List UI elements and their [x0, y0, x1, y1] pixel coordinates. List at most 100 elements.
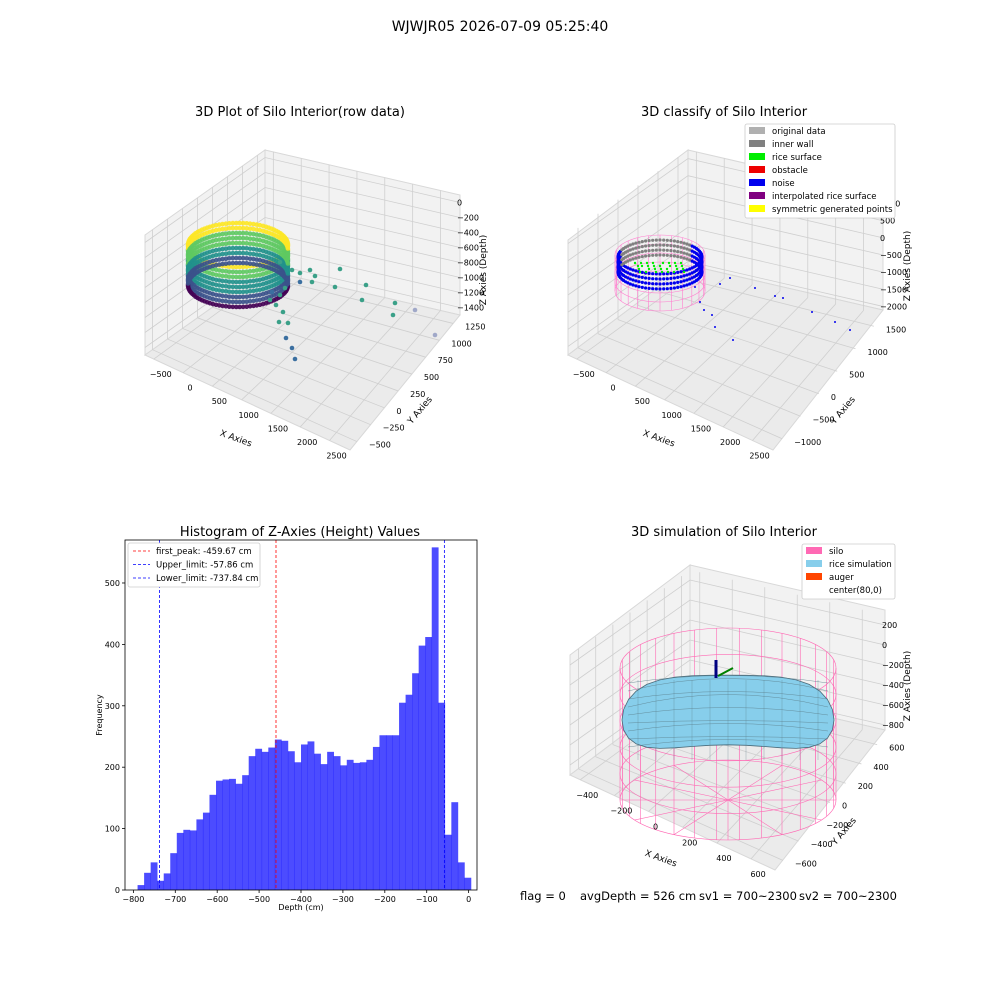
histogram-bar — [255, 748, 263, 890]
x-tick-label: −400 — [290, 895, 312, 904]
classify-point — [676, 250, 680, 254]
raw-point — [240, 289, 246, 295]
raw-point — [227, 264, 232, 270]
classify-legend-label: original data — [772, 127, 826, 137]
raw-point — [240, 225, 246, 231]
raw-point — [223, 251, 229, 256]
raw-point — [240, 240, 246, 246]
raw-point — [247, 226, 253, 231]
raw-point — [247, 304, 253, 309]
simulation-3d-plot[interactable]: 3D simulation of Silo Interior −400 −200 0… — [569, 525, 913, 879]
rice-surface-point — [637, 267, 641, 271]
x-tick-label: −500 — [248, 895, 270, 904]
classify-legend-box — [744, 123, 896, 219]
raw-point — [223, 269, 229, 274]
classify-point — [637, 285, 641, 289]
raw-point — [251, 278, 256, 284]
z-grid-line — [569, 579, 886, 666]
classify-point — [658, 272, 662, 276]
histogram-bar — [314, 753, 321, 890]
raw-point — [240, 284, 246, 290]
raw-point — [227, 289, 232, 295]
z-tick-label: 200 — [882, 621, 897, 630]
simulation-y-ticks: −600 −400 −200 0 200 400 600 — [795, 744, 905, 869]
noise-point — [754, 287, 756, 289]
z-grid-line — [567, 260, 884, 347]
z-tick-label: −400 — [882, 681, 904, 690]
classify-legend-label: symmetric generated points — [772, 205, 893, 215]
raw-point — [307, 267, 313, 273]
raw-point — [234, 274, 239, 280]
raw-point — [234, 269, 239, 275]
x-tick-label: −700 — [164, 895, 186, 904]
x-tick-label: 0 — [611, 384, 616, 393]
floor-grid-line — [635, 284, 753, 387]
raw-point — [247, 284, 253, 289]
classify-point — [640, 275, 644, 279]
noise-point — [699, 301, 701, 303]
classify-point — [637, 240, 641, 244]
y-tick-label: 1250 — [465, 322, 485, 331]
rice-surface-point — [636, 264, 640, 268]
classify-point — [654, 277, 658, 281]
rice-surface-point — [646, 264, 650, 268]
simulation-x-axis-label: X Axies — [643, 849, 678, 870]
classify-point — [644, 239, 648, 243]
silo-floor-spoke — [727, 779, 822, 801]
classify-point — [658, 243, 662, 247]
raw-point — [247, 251, 253, 256]
classify-3d-plot[interactable]: 3D classify of Silo Interior −500 0 500 100… — [567, 105, 913, 461]
raw-point — [247, 246, 253, 251]
raw-point — [332, 284, 338, 290]
classify-point — [654, 238, 658, 242]
rice-surface-point — [652, 264, 656, 268]
floor-grid-line — [693, 297, 809, 414]
classify-point — [700, 263, 704, 268]
x-tick-label: 2500 — [326, 452, 346, 461]
x-tick-label: 500 — [212, 397, 227, 406]
status-avg-depth: avgDepth = 526 cm — [580, 889, 696, 903]
rice-surface-point — [645, 261, 649, 265]
floor-grid-line — [152, 349, 358, 442]
y-tick-label: 0 — [831, 393, 836, 402]
rice-surface-point — [654, 270, 658, 274]
raw-point — [244, 246, 249, 251]
classify-point — [669, 239, 673, 243]
histogram-x-label: Depth (cm) — [278, 903, 323, 912]
histogram-bar — [183, 829, 191, 890]
raw-point — [230, 220, 236, 226]
classify-point — [654, 253, 658, 257]
classify-point — [654, 287, 658, 291]
classify-point — [676, 275, 680, 279]
classify-point — [690, 271, 694, 275]
rice-surface-point — [659, 267, 663, 271]
classify-point — [679, 240, 683, 244]
silo-floor-spoke — [634, 779, 729, 801]
raw-point — [237, 225, 242, 231]
classify-point — [647, 254, 651, 258]
classify-point — [672, 281, 677, 285]
raw-point — [251, 303, 256, 309]
classify-point — [682, 256, 686, 260]
raw-point — [220, 226, 225, 232]
classify-point — [690, 281, 694, 285]
floor-grid-line — [212, 306, 413, 375]
x-tick-label: 0 — [466, 895, 471, 904]
classify-point — [662, 248, 666, 252]
histogram-bar — [242, 775, 250, 890]
raw-point — [230, 284, 236, 290]
classify-point — [626, 254, 630, 258]
rice-surface-point — [667, 261, 671, 265]
classify-point — [662, 253, 666, 257]
raw-point — [247, 256, 253, 262]
raw-point — [240, 299, 246, 305]
depth-histogram[interactable]: Histogram of Z-Axies (Height) Values −80… — [95, 525, 478, 912]
classify-point — [685, 252, 689, 256]
raw-point — [280, 309, 286, 315]
raw-data-3d-plot[interactable]: 3D Plot of Silo Interior(row data) −500 0… — [144, 105, 489, 461]
raw-point — [223, 256, 229, 262]
classify-point — [685, 268, 689, 272]
y-tick-label: −200 — [826, 821, 848, 830]
classify-points — [616, 238, 851, 341]
raw-point — [230, 294, 236, 300]
